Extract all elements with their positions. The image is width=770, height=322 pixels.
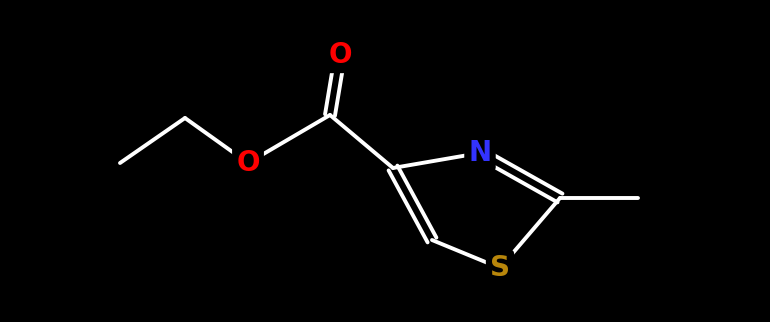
Text: N: N xyxy=(468,139,491,167)
Text: O: O xyxy=(328,41,352,69)
Text: O: O xyxy=(236,149,259,177)
Text: S: S xyxy=(490,254,510,282)
